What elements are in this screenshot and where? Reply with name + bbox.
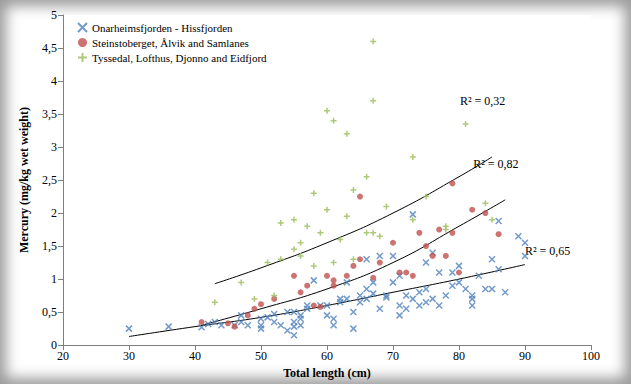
svg-text:1: 1 [51, 272, 57, 286]
svg-text:0: 0 [51, 338, 57, 353]
svg-text:R² = 0,32: R² = 0,32 [460, 94, 505, 108]
svg-text:2: 2 [51, 206, 57, 220]
svg-text:80: 80 [453, 349, 465, 363]
svg-text:Mercury (mg/kg wet weight): Mercury (mg/kg wet weight) [17, 107, 31, 253]
svg-text:3: 3 [51, 140, 57, 154]
svg-text:40: 40 [189, 349, 201, 363]
svg-text:Tyssedal, Lofthus, Djonno and: Tyssedal, Lofthus, Djonno and Eidfjord [92, 52, 267, 64]
svg-text:Steinstoberget, Ålvik and Saml: Steinstoberget, Ålvik and Samlanes [92, 37, 249, 49]
svg-text:30: 30 [123, 349, 135, 363]
svg-text:Onarheimsfjorden - Hissfjorden: Onarheimsfjorden - Hissfjorden [92, 22, 233, 34]
svg-text:70: 70 [387, 349, 399, 363]
svg-text:R² = 0,82: R² = 0,82 [473, 157, 518, 171]
svg-text:90: 90 [519, 349, 531, 363]
svg-text:4: 4 [51, 74, 57, 88]
svg-text:1,5: 1,5 [42, 239, 57, 253]
svg-text:5: 5 [51, 8, 57, 22]
svg-text:3,5: 3,5 [42, 107, 57, 121]
svg-text:4,5: 4,5 [42, 41, 57, 55]
svg-text:100: 100 [582, 349, 600, 363]
svg-text:R² = 0,65: R² = 0,65 [525, 244, 570, 258]
svg-text:50: 50 [255, 349, 267, 363]
svg-text:60: 60 [321, 349, 333, 363]
svg-text:2,5: 2,5 [42, 173, 57, 187]
svg-text:0,5: 0,5 [42, 305, 57, 319]
svg-text:Total length (cm): Total length (cm) [283, 366, 371, 380]
svg-text:20: 20 [57, 349, 69, 363]
